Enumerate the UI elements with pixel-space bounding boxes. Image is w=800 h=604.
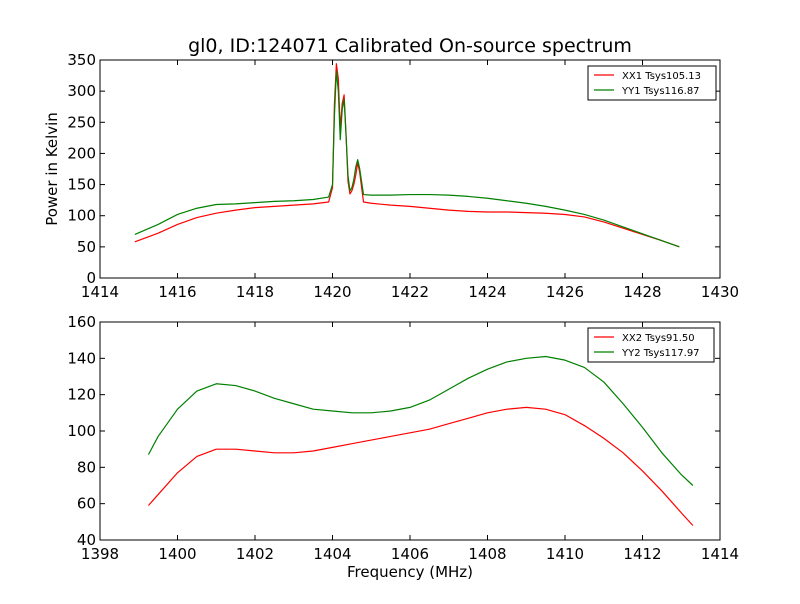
x-tick-label: 1410 [546,545,584,563]
legend: XX2 Tsys91.50 YY2 Tsys117.97 [587,327,715,363]
chart-title-top: gl0, ID:124071 Calibrated On-source spec… [188,35,632,57]
x-axis-label-bottom: Frequency (MHz) [347,563,473,581]
x-tick-label: 1400 [158,545,196,563]
legend-entry-1: XX2 Tsys91.50 [622,333,695,344]
y-tick-label: 100 [67,422,96,440]
plot-area-top: 1414 1416 1418 1420 1422 1424 1426 1428 1430 0 50 1… [67,51,739,301]
y-tick-label: 0 [86,269,96,287]
x-tick-label: 1418 [236,283,274,301]
y-axis-label-top: Power in Kelvin [43,112,61,226]
y-tick-label: 50 [77,238,96,256]
series-line-bottom-2 [147,355,694,486]
series-line-top-1 [134,63,680,248]
y-tick-label: 150 [67,176,96,194]
y-tick-label: 160 [67,313,96,331]
y-tick-label: 350 [67,51,96,69]
x-tick-label: 1428 [623,283,661,301]
y-tick-label: 140 [67,349,96,367]
x-tick-label: 1408 [468,545,506,563]
x-tick-label: 1424 [468,283,506,301]
legend-entry-1: XX1 Tsys105.13 [622,71,701,82]
y-tick-label: 300 [67,82,96,100]
y-tick-label: 40 [77,531,96,549]
x-tick-label: 1414 [701,545,739,563]
x-tick-label: 1406 [391,545,429,563]
legend: XX1 Tsys105.13 YY1 Tsys116.87 [587,65,717,101]
series-line-bottom-1 [147,406,694,526]
x-tick-label: 1414 [81,283,119,301]
legend-box [587,65,717,101]
y-tick-label: 100 [67,207,96,225]
x-tick-label: 1398 [81,545,119,563]
y-tick-label: 60 [77,495,96,513]
legend-box [587,327,715,363]
x-tick-label: 1430 [701,283,739,301]
y-tick-label: 80 [77,458,96,476]
y-tick-label: 120 [67,386,96,404]
x-tick-label: 1404 [313,545,351,563]
series-line-top-2 [134,70,680,248]
y-tick-label: 250 [67,113,96,131]
legend-entry-2: YY1 Tsys116.87 [621,86,700,97]
x-tick-label: 1426 [546,283,584,301]
y-tick-label: 200 [67,144,96,162]
plot-area-bottom: 1398 1400 1402 1404 1406 1408 1410 1412 1414 40 60… [67,313,739,563]
x-tick-label: 1416 [158,283,196,301]
legend-entry-2: YY2 Tsys117.97 [621,348,700,359]
x-tick-label: 1402 [236,545,274,563]
x-tick-label: 1422 [391,283,429,301]
x-tick-label: 1420 [313,283,351,301]
x-tick-label: 1412 [623,545,661,563]
